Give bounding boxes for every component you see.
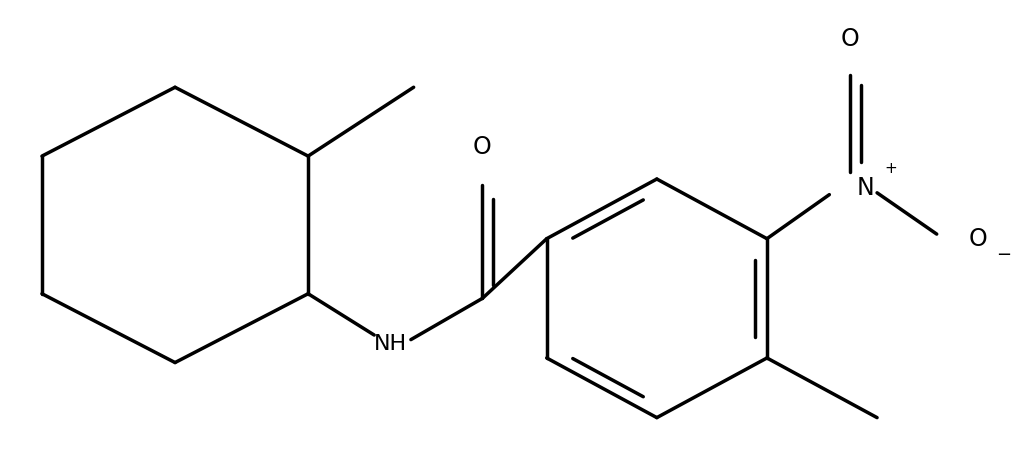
Text: NH: NH [374,334,407,354]
Text: −: − [996,246,1010,264]
Text: +: + [883,161,897,175]
Text: N: N [855,176,873,200]
Text: O: O [840,27,858,50]
Text: O: O [473,135,491,159]
Text: O: O [968,227,986,251]
